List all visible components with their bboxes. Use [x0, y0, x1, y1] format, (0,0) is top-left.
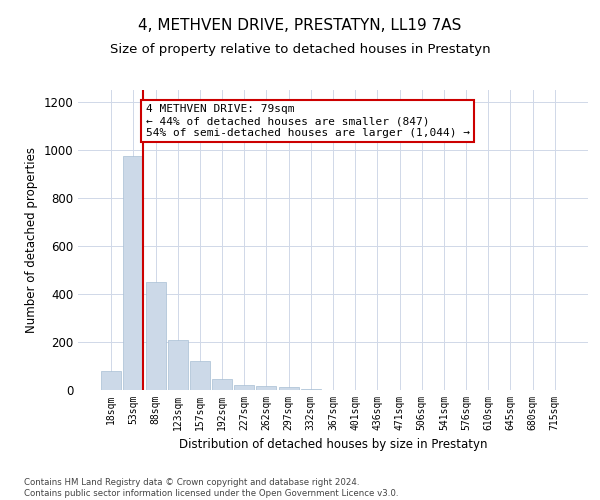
Bar	[212, 379, 232, 390]
Bar	[256, 386, 277, 390]
Bar	[190, 361, 210, 390]
Text: 4, METHVEN DRIVE, PRESTATYN, LL19 7AS: 4, METHVEN DRIVE, PRESTATYN, LL19 7AS	[139, 18, 461, 32]
Bar	[168, 340, 188, 390]
Bar	[124, 156, 143, 390]
Text: 4 METHVEN DRIVE: 79sqm
← 44% of detached houses are smaller (847)
54% of semi-de: 4 METHVEN DRIVE: 79sqm ← 44% of detached…	[146, 104, 470, 138]
Bar	[101, 371, 121, 390]
Text: Size of property relative to detached houses in Prestatyn: Size of property relative to detached ho…	[110, 42, 490, 56]
Bar	[146, 282, 166, 390]
Bar	[234, 385, 254, 390]
Bar	[301, 389, 321, 390]
Bar	[278, 387, 299, 390]
X-axis label: Distribution of detached houses by size in Prestatyn: Distribution of detached houses by size …	[179, 438, 487, 452]
Y-axis label: Number of detached properties: Number of detached properties	[25, 147, 38, 333]
Text: Contains HM Land Registry data © Crown copyright and database right 2024.
Contai: Contains HM Land Registry data © Crown c…	[24, 478, 398, 498]
